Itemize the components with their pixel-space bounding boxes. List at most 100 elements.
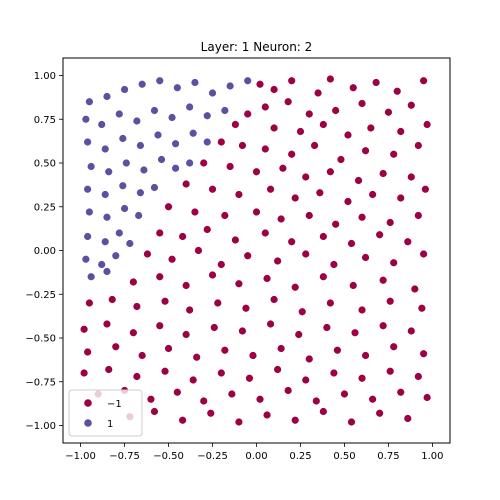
point-class-neg1 xyxy=(270,124,278,132)
y-tick-label: 0.25 xyxy=(34,202,56,213)
point-class-neg1 xyxy=(330,369,338,377)
point-class-neg1 xyxy=(376,231,384,239)
legend-label: 1 xyxy=(107,419,113,430)
point-class-pos1 xyxy=(84,232,92,241)
legend-box xyxy=(68,389,143,437)
point-class-neg1 xyxy=(302,173,310,181)
point-class-neg1 xyxy=(156,229,164,237)
point-class-pos1 xyxy=(98,260,106,269)
point-class-neg1 xyxy=(179,232,187,241)
point-class-neg1 xyxy=(344,131,352,139)
point-class-neg1 xyxy=(193,353,201,361)
point-class-pos1 xyxy=(140,166,148,174)
point-class-neg1 xyxy=(208,185,217,193)
point-class-neg1 xyxy=(288,77,296,85)
point-class-neg1 xyxy=(270,295,278,304)
point-class-neg1 xyxy=(156,273,164,281)
point-class-neg1 xyxy=(369,190,377,199)
point-class-neg1 xyxy=(312,397,320,405)
point-class-neg1 xyxy=(217,260,225,269)
point-class-pos1 xyxy=(115,110,123,118)
point-class-neg1 xyxy=(332,106,340,115)
point-class-neg1 xyxy=(361,253,370,262)
point-class-neg1 xyxy=(256,80,264,88)
point-class-pos1 xyxy=(150,106,159,115)
y-tick-label: 0.50 xyxy=(34,159,56,170)
point-class-neg1 xyxy=(386,297,394,305)
point-class-neg1 xyxy=(186,306,194,314)
point-class-pos1 xyxy=(221,106,229,115)
point-class-neg1 xyxy=(347,239,356,248)
point-class-neg1 xyxy=(235,190,243,199)
point-class-neg1 xyxy=(414,141,422,150)
point-class-neg1 xyxy=(133,302,141,311)
point-class-neg1 xyxy=(235,418,243,426)
point-class-pos1 xyxy=(135,211,143,220)
point-class-neg1 xyxy=(261,229,269,237)
point-class-neg1 xyxy=(263,274,271,283)
point-class-neg1 xyxy=(358,374,366,382)
point-class-neg1 xyxy=(129,329,137,337)
legend-marker xyxy=(84,399,92,407)
point-class-neg1 xyxy=(351,329,359,337)
point-class-neg1 xyxy=(270,85,278,94)
point-class-pos1 xyxy=(226,82,234,90)
point-class-pos1 xyxy=(112,252,120,260)
point-class-pos1 xyxy=(87,273,95,281)
point-class-neg1 xyxy=(390,150,398,158)
x-tick-label: 0.00 xyxy=(245,451,267,462)
point-class-pos1 xyxy=(103,92,111,101)
point-class-pos1 xyxy=(85,208,93,216)
x-tick-label: 0.75 xyxy=(377,451,399,462)
point-class-neg1 xyxy=(252,208,261,216)
point-class-pos1 xyxy=(101,190,109,199)
point-class-neg1 xyxy=(103,320,111,328)
point-class-neg1 xyxy=(333,346,342,354)
point-class-neg1 xyxy=(143,250,152,258)
point-class-neg1 xyxy=(393,87,401,95)
point-class-neg1 xyxy=(314,89,322,97)
legend: −1 1 xyxy=(68,389,143,437)
point-class-neg1 xyxy=(182,281,190,290)
point-class-neg1 xyxy=(221,346,229,354)
point-class-pos1 xyxy=(126,239,134,248)
point-class-pos1 xyxy=(203,112,211,120)
point-class-neg1 xyxy=(182,180,190,188)
point-class-neg1 xyxy=(263,411,271,419)
point-class-neg1 xyxy=(194,246,203,255)
point-class-neg1 xyxy=(340,390,349,398)
point-class-pos1 xyxy=(101,145,109,153)
point-class-pos1 xyxy=(186,103,194,111)
point-class-neg1 xyxy=(367,124,375,132)
point-class-neg1 xyxy=(84,348,92,356)
point-class-pos1 xyxy=(84,185,92,193)
point-class-neg1 xyxy=(256,395,264,403)
point-class-pos1 xyxy=(157,155,166,164)
y-tick-label: −0.50 xyxy=(25,334,56,345)
point-class-neg1 xyxy=(386,367,394,375)
point-class-neg1 xyxy=(361,147,370,155)
point-class-neg1 xyxy=(261,103,269,111)
point-class-neg1 xyxy=(288,150,296,158)
point-class-neg1 xyxy=(319,232,327,241)
point-class-neg1 xyxy=(379,276,387,284)
point-class-neg1 xyxy=(161,297,169,305)
point-class-neg1 xyxy=(423,393,431,402)
point-class-pos1 xyxy=(208,89,217,97)
point-class-neg1 xyxy=(261,145,269,153)
point-class-pos1 xyxy=(203,138,211,146)
point-class-neg1 xyxy=(284,386,292,395)
point-class-neg1 xyxy=(244,110,252,118)
point-class-pos1 xyxy=(101,238,109,246)
point-class-pos1 xyxy=(136,189,144,197)
point-class-neg1 xyxy=(214,299,222,307)
point-class-neg1 xyxy=(108,295,116,304)
point-class-pos1 xyxy=(85,98,93,106)
point-class-neg1 xyxy=(316,189,324,197)
point-class-neg1 xyxy=(295,330,303,339)
point-class-neg1 xyxy=(404,414,412,423)
point-class-pos1 xyxy=(156,77,164,85)
point-class-neg1 xyxy=(274,257,282,265)
point-class-neg1 xyxy=(397,127,405,136)
y-tick-label: 1.00 xyxy=(34,71,56,82)
